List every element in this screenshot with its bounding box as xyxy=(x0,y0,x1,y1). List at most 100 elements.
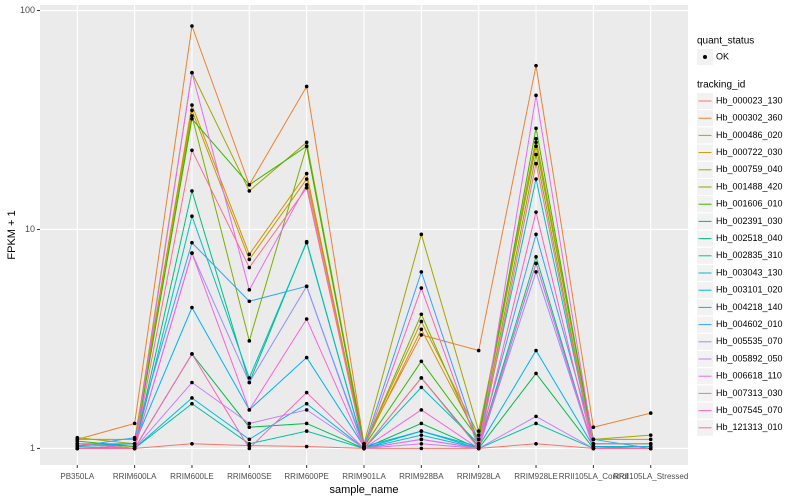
data-point xyxy=(304,317,309,321)
data-point xyxy=(304,144,309,149)
data-point xyxy=(534,93,538,98)
data-point xyxy=(190,103,194,107)
x-tick-label: RRIM600LE xyxy=(170,472,214,481)
data-point xyxy=(534,136,538,141)
x-tick-label: RRII105LA_Control xyxy=(559,472,629,481)
data-point xyxy=(247,380,252,385)
data-point xyxy=(419,359,424,364)
data-point xyxy=(419,333,424,337)
data-point xyxy=(648,437,653,442)
data-point xyxy=(190,401,194,406)
data-point xyxy=(247,288,252,292)
data-point xyxy=(247,339,252,343)
data-point xyxy=(591,437,596,442)
data-point xyxy=(648,411,653,415)
legend-label: Hb_002518_040 xyxy=(716,233,783,243)
x-tick-label: RRIM928LA xyxy=(457,472,501,481)
data-point xyxy=(534,161,538,166)
data-point xyxy=(190,70,194,75)
data-point xyxy=(247,257,252,262)
data-point xyxy=(132,446,137,451)
data-point xyxy=(476,429,481,433)
data-point xyxy=(419,385,424,390)
data-point xyxy=(534,126,538,131)
data-point xyxy=(190,305,194,310)
x-tick-label: PB350LA xyxy=(60,472,94,481)
data-point xyxy=(304,429,309,433)
data-point xyxy=(75,435,80,440)
data-point xyxy=(190,114,194,118)
data-point xyxy=(190,24,194,28)
data-point xyxy=(534,270,538,274)
data-point xyxy=(247,421,252,426)
x-tick-label: RRIM928LE xyxy=(514,472,558,481)
legend-label: Hb_007545_070 xyxy=(716,405,783,415)
data-point xyxy=(304,84,309,89)
data-point xyxy=(476,437,481,442)
y-axis-title: FPKM + 1 xyxy=(6,210,18,259)
data-point xyxy=(304,421,309,426)
data-point xyxy=(304,444,309,449)
data-point xyxy=(304,284,309,289)
data-point xyxy=(190,108,194,113)
data-point xyxy=(190,251,194,255)
legend-label: Hb_000486_020 xyxy=(716,130,783,140)
data-point xyxy=(419,421,424,426)
legend-point xyxy=(703,55,707,59)
legend-label: Hb_007313_030 xyxy=(716,388,783,398)
data-point xyxy=(190,214,194,218)
legend-label: Hb_000302_360 xyxy=(716,113,783,123)
data-point xyxy=(304,186,309,190)
data-point xyxy=(534,255,538,259)
x-tick-label: RRIM600PE xyxy=(284,472,328,481)
data-point xyxy=(534,232,538,237)
data-point xyxy=(419,286,424,290)
data-point xyxy=(247,376,252,380)
y-tick-label: 1 xyxy=(30,443,35,453)
data-point xyxy=(190,380,194,385)
data-point xyxy=(419,319,424,324)
legend-label: Hb_002835_310 xyxy=(716,250,783,260)
legend-label: Hb_000722_030 xyxy=(716,147,783,157)
legend-title: tracking_id xyxy=(697,80,745,91)
data-point xyxy=(534,421,538,426)
data-point xyxy=(591,425,596,430)
data-point xyxy=(304,408,309,412)
data-point xyxy=(534,414,538,419)
data-point xyxy=(190,396,194,400)
data-point xyxy=(190,117,194,121)
data-point xyxy=(247,441,252,446)
data-point xyxy=(419,446,424,451)
x-axis-title: sample_name xyxy=(329,484,398,496)
data-point xyxy=(190,148,194,153)
data-point xyxy=(419,441,424,446)
x-tick-label: RRIM928BA xyxy=(399,472,444,481)
data-point xyxy=(75,446,80,451)
x-tick-label: RRIM600LA xyxy=(113,472,157,481)
x-tick-label: RRIM600SE xyxy=(227,472,271,481)
data-point xyxy=(534,144,538,149)
data-point xyxy=(304,171,309,176)
legend-label: Hb_000759_040 xyxy=(716,164,783,174)
data-point xyxy=(247,189,252,193)
data-point xyxy=(75,439,80,443)
data-point xyxy=(534,140,538,145)
data-point xyxy=(534,261,538,266)
legend-label: OK xyxy=(716,51,729,61)
legend-label: Hb_001488_420 xyxy=(716,181,783,191)
data-point xyxy=(247,437,252,442)
data-point xyxy=(190,352,194,356)
data-point xyxy=(534,441,538,446)
data-point xyxy=(419,433,424,437)
legend-label: Hb_000023_130 xyxy=(716,95,783,105)
legend-label: Hb_121313_010 xyxy=(716,422,783,432)
data-point xyxy=(419,429,424,433)
data-point xyxy=(75,441,80,446)
data-point xyxy=(591,441,596,446)
data-point xyxy=(304,177,309,181)
legend-label: Hb_002391_030 xyxy=(716,216,783,226)
data-point xyxy=(304,182,309,187)
data-point xyxy=(247,265,252,270)
legend-label: Hb_006618_110 xyxy=(716,371,782,381)
